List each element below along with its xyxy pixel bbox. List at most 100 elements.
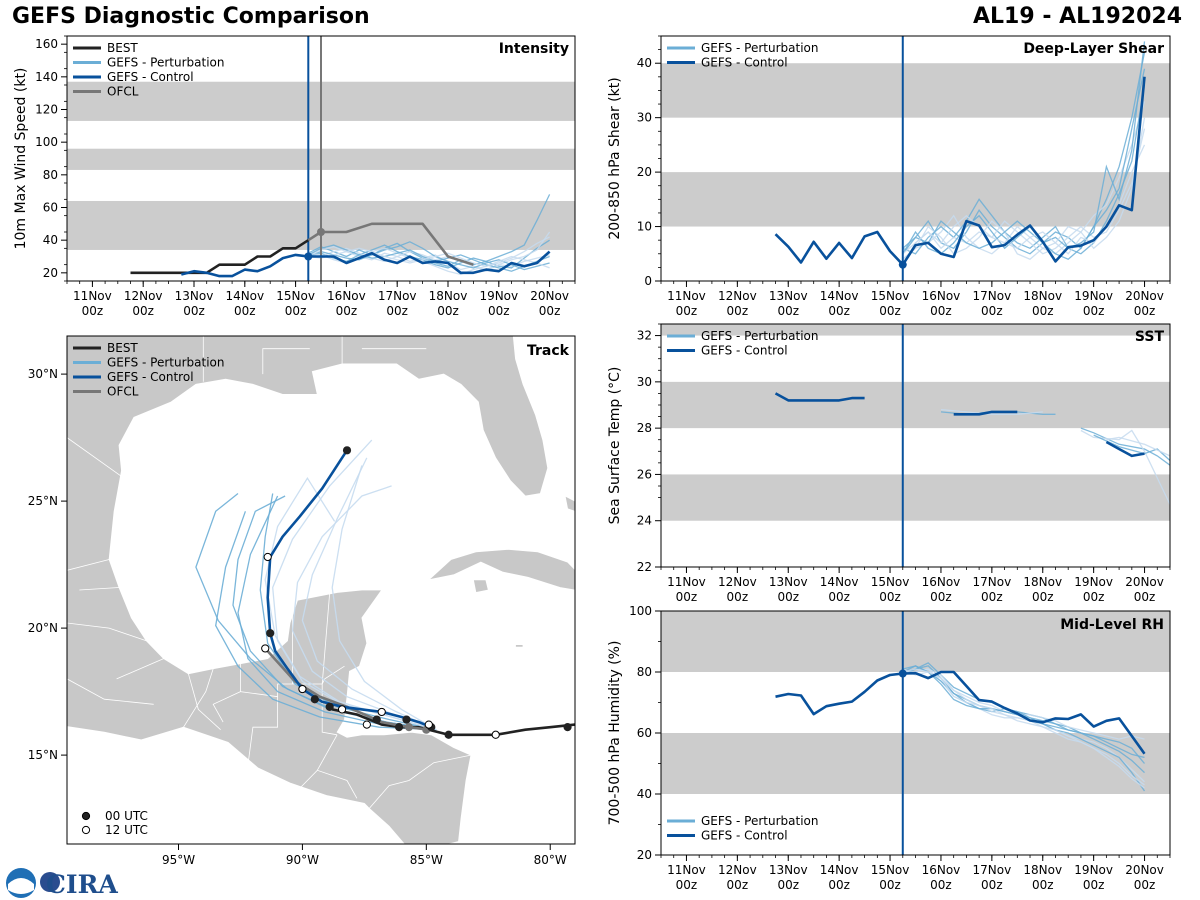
map-border — [79, 587, 120, 591]
map-border — [321, 665, 345, 685]
shear-y-tick-label: 0 — [644, 274, 652, 288]
cuba-land — [427, 548, 575, 591]
shear-band-0 — [661, 172, 1170, 227]
intensity-y-tick-label: 140 — [35, 70, 58, 84]
shear-perturbation-line — [902, 68, 1146, 260]
shear-x-tick-label: 00z — [879, 304, 901, 318]
intensity-x-tick-label: 00z — [183, 304, 205, 318]
track-control-marker — [372, 715, 381, 724]
intensity-perturbation-line — [308, 236, 550, 267]
track-control-marker — [325, 702, 334, 711]
cira-logo: CIRA — [6, 868, 118, 899]
intensity-perturbation-line — [308, 247, 550, 271]
shear-x-tick-label: 11Nov — [667, 289, 706, 303]
rh-init-marker — [898, 669, 907, 678]
intensity-y-tick-label: 40 — [43, 233, 58, 247]
track-x-tick-label: 95°W — [162, 853, 195, 867]
intensity-x-tick-label: 00z — [336, 304, 358, 318]
sst-panel-title: SST — [1135, 329, 1165, 345]
intensity-series-gefs-control — [180, 250, 551, 278]
sst-x-tick-label: 00z — [1134, 590, 1156, 604]
rh-x-tick-label: 14Nov — [820, 863, 859, 877]
sst-band-1 — [661, 381, 1170, 429]
sst-x-tick-label: 13Nov — [769, 575, 808, 589]
sst-series-gefs-control — [774, 392, 865, 402]
storm-id: AL19 - AL192024 — [973, 4, 1182, 29]
north-central-america-land — [67, 336, 549, 844]
track-perturbation-line — [237, 495, 437, 731]
track-best-marker — [563, 723, 572, 732]
shear-legend-label: GEFS - Perturbation — [701, 41, 818, 55]
intensity-x-tick-label: 15Nov — [276, 289, 315, 303]
figure-title: GEFS Diagnostic Comparison — [12, 4, 370, 29]
intensity-legend-label: GEFS - Perturbation — [107, 56, 224, 70]
intensity-y-axis-label: 10m Max Wind Speed (kt) — [13, 68, 29, 250]
rh-x-tick-label: 00z — [727, 878, 749, 892]
sst-y-tick-label: 24 — [637, 514, 652, 528]
intensity-perturbation-line — [308, 231, 551, 272]
rh-x-tick-label: 19Nov — [1074, 863, 1113, 877]
map-border — [299, 769, 358, 799]
rh-x-tick-label: 11Nov — [667, 863, 706, 877]
shear-x-tick-label: 00z — [676, 304, 698, 318]
shear-legend-label: GEFS - Control — [701, 56, 788, 70]
rh-x-tick-label: 15Nov — [871, 863, 910, 877]
intensity-init-marker — [304, 252, 313, 261]
intensity-x-tick-label: 16Nov — [327, 289, 366, 303]
noaa-bird-icon — [8, 878, 34, 894]
shear-x-tick-label: 00z — [1134, 304, 1156, 318]
track-y-tick-label: 25°N — [28, 494, 58, 508]
track-y-tick-label: 30°N — [28, 367, 58, 381]
rh-legend-label: GEFS - Control — [701, 829, 788, 843]
intensity-y-tick-label: 120 — [35, 103, 58, 117]
rh-x-tick-label: 00z — [1134, 878, 1156, 892]
shear-x-tick-label: 00z — [930, 304, 952, 318]
intensity-x-tick-label: 17Nov — [378, 289, 417, 303]
track-best-marker — [491, 730, 500, 739]
map-border — [262, 348, 310, 375]
intensity-x-tick-label: 18Nov — [429, 289, 468, 303]
shear-plot-area — [661, 36, 1170, 281]
map-border — [67, 559, 110, 571]
track-control-marker — [310, 695, 319, 704]
track-control-marker — [377, 707, 386, 717]
track-marker-legend-label: 00 UTC — [105, 809, 148, 823]
track-best-marker — [402, 715, 411, 724]
rh-x-tick-label: 16Nov — [922, 863, 961, 877]
rh-y-tick-label: 40 — [637, 787, 652, 801]
shear-perturbation-line — [902, 41, 1146, 255]
intensity-y-tick-label: 160 — [35, 37, 58, 51]
sst-y-tick-label: 28 — [637, 421, 652, 435]
map-border — [67, 678, 154, 705]
track-control-marker — [261, 644, 270, 653]
shear-band-1 — [661, 63, 1170, 118]
map-border — [368, 754, 471, 809]
map-border — [321, 684, 338, 736]
sst-plot-area — [661, 324, 1170, 567]
intensity-x-tick-label: 12Nov — [124, 289, 163, 303]
track-legend-label: GEFS - Control — [107, 370, 194, 384]
rh-x-tick-label: 00z — [676, 878, 698, 892]
shear-x-tick-label: 19Nov — [1074, 289, 1113, 303]
sst-x-tick-label: 14Nov — [820, 575, 859, 589]
shear-x-tick-label: 00z — [828, 304, 850, 318]
sst-x-tick-label: 00z — [777, 590, 799, 604]
sst-perturbation-line — [1080, 427, 1170, 466]
track-series-gefs-control — [266, 449, 432, 729]
rh-y-tick-label: 60 — [637, 726, 652, 740]
shear-x-tick-label: 00z — [1083, 304, 1105, 318]
intensity-series-best — [130, 239, 309, 275]
map-border — [321, 592, 331, 685]
rh-series-gefs-control — [775, 670, 1146, 755]
shear-x-tick-label: 14Nov — [820, 289, 859, 303]
sst-perturbation-line — [1106, 436, 1170, 457]
sst-x-tick-label: 12Nov — [718, 575, 757, 589]
shear-series-gefs-control — [774, 76, 1146, 266]
sst-x-tick-label: 00z — [930, 590, 952, 604]
shear-x-tick-label: 12Nov — [718, 289, 757, 303]
intensity-perturbation-line — [308, 239, 550, 269]
shear-x-tick-label: 17Nov — [972, 289, 1011, 303]
track-control-marker — [342, 446, 352, 455]
track-marker-legend-symbol — [81, 811, 91, 821]
intensity-legend-label: OFCL — [107, 85, 139, 99]
